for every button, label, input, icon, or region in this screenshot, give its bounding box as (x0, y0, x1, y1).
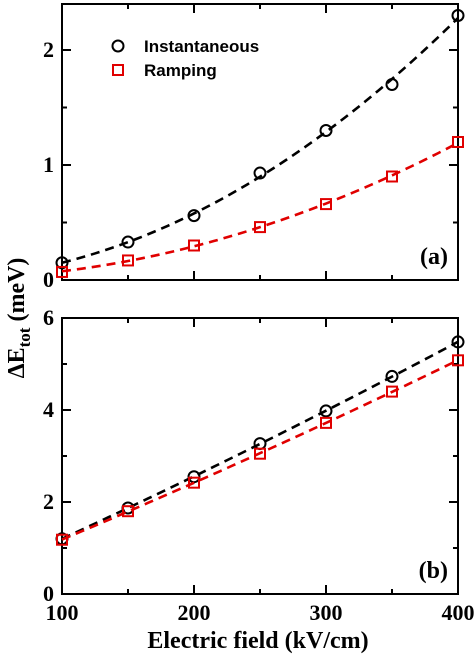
panel-label: (b) (419, 558, 448, 584)
series-instantaneous (57, 10, 464, 268)
y-tick-label: 4 (43, 397, 54, 422)
legend-label: Instantaneous (144, 37, 259, 56)
x-tick-label: 300 (310, 600, 343, 625)
panel-label: (a) (420, 244, 448, 270)
x-tick-label: 200 (178, 600, 211, 625)
y-tick-label: 2 (43, 489, 54, 514)
plot-frame (62, 318, 458, 594)
data-point-circle (123, 237, 134, 248)
y-tick-label: 0 (43, 267, 54, 292)
y-axis-title-symbol: ΔE (4, 347, 30, 378)
x-axis-title: Electric field (kV/cm) (147, 628, 368, 654)
y-axis-title-unit: (meV) (4, 258, 30, 322)
fit-line (62, 143, 458, 271)
data-point-circle (255, 438, 266, 449)
legend: Instantaneous Ramping (113, 37, 260, 80)
y-tick-label: 1 (43, 152, 54, 177)
chart-panel-a: 0 1 2 (a) Instantaneous Ramping (43, 4, 464, 292)
series-instantaneous (57, 336, 464, 544)
y-axis-title: ΔEtot (meV) (4, 258, 34, 379)
y-axis-title-subscript: tot (15, 327, 34, 347)
y-tick-label: 0 (43, 581, 54, 606)
y-tick-label: 6 (43, 305, 54, 330)
y-tick-label: 2 (43, 37, 54, 62)
legend-label: Ramping (144, 61, 217, 80)
x-tick-label: 400 (442, 600, 474, 625)
legend-marker-square (113, 65, 123, 75)
legend-marker-circle (113, 41, 124, 52)
plot-frame (62, 4, 458, 280)
series-ramping (57, 137, 463, 277)
fit-line (62, 342, 458, 539)
